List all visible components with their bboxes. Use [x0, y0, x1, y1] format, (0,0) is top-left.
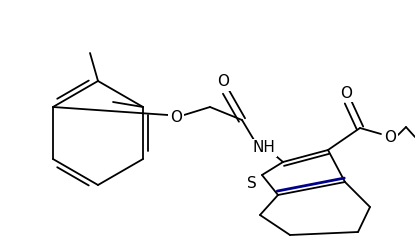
- Text: NH: NH: [253, 141, 276, 156]
- Text: S: S: [247, 175, 257, 190]
- Text: O: O: [384, 130, 396, 145]
- Text: O: O: [170, 111, 182, 126]
- Text: O: O: [340, 85, 352, 100]
- Text: O: O: [217, 75, 229, 90]
